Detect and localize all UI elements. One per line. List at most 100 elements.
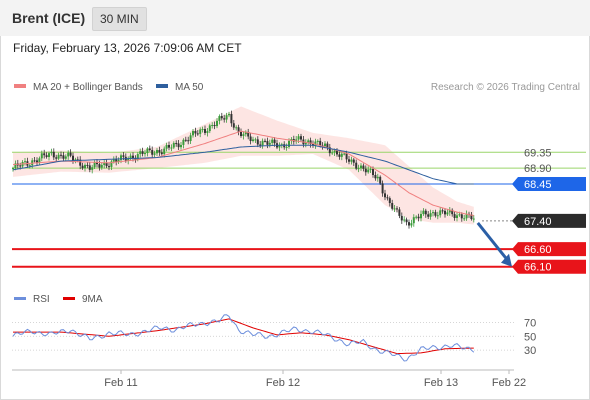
candle <box>175 140 178 147</box>
candle-body <box>324 143 326 147</box>
candle <box>364 165 367 176</box>
candle-body <box>338 154 341 157</box>
candle <box>232 119 235 130</box>
candle-body <box>180 144 182 148</box>
candle <box>384 189 386 201</box>
candle-body <box>62 155 65 159</box>
candle-body <box>429 213 432 217</box>
candle <box>158 146 161 156</box>
candle <box>228 111 230 118</box>
candle-body <box>242 134 245 136</box>
candle <box>424 208 427 218</box>
candle-body <box>453 214 456 218</box>
candle-body <box>434 212 437 216</box>
candle-body <box>408 222 410 226</box>
candle <box>194 127 197 137</box>
candle <box>285 143 288 151</box>
candle-body <box>230 113 233 124</box>
candle-body <box>424 210 427 215</box>
candle <box>204 125 206 136</box>
candle <box>129 153 132 161</box>
candle-body <box>187 140 190 142</box>
candle <box>189 132 192 144</box>
candle-body <box>120 155 122 161</box>
candle <box>391 199 394 211</box>
candle <box>148 145 151 152</box>
candle-body <box>220 116 223 119</box>
candle <box>100 162 103 170</box>
candle <box>379 175 382 185</box>
candle <box>177 139 180 150</box>
candle <box>110 159 113 171</box>
candle <box>316 139 319 145</box>
candle <box>139 148 142 158</box>
candle-body <box>386 197 389 199</box>
level-label-68-90: 68.90 <box>524 163 552 175</box>
x-tick-label: Feb 12 <box>266 377 300 389</box>
candle <box>60 151 62 159</box>
candle-body <box>170 147 173 149</box>
candle-body <box>249 136 252 142</box>
candle <box>264 138 266 143</box>
candle-body <box>223 118 226 120</box>
candle-body <box>427 214 430 217</box>
candle-body <box>12 168 14 170</box>
candle-body <box>96 162 98 165</box>
candle <box>146 147 149 157</box>
candle <box>338 150 341 160</box>
rsi-tick-label: 70 <box>524 317 536 329</box>
candle-body <box>369 169 372 171</box>
candle <box>208 123 211 134</box>
candle <box>81 162 84 170</box>
candle <box>93 160 96 170</box>
candle-body <box>326 143 329 148</box>
candle-body <box>64 156 67 159</box>
credit-text: Research © 2026 Trading Central <box>431 82 580 93</box>
candle-body <box>48 153 50 158</box>
candle-body <box>244 131 247 135</box>
candle <box>415 215 418 220</box>
candle <box>62 151 65 162</box>
candle-body <box>379 176 382 184</box>
candle-body <box>14 163 17 169</box>
candle-body <box>132 155 134 159</box>
rsi-tick-label: 50 <box>524 331 536 343</box>
candle <box>328 143 331 157</box>
candle-body <box>206 131 209 133</box>
candle <box>376 173 379 182</box>
candle-body <box>343 153 346 155</box>
price-tag-bg <box>512 242 586 257</box>
candle <box>362 163 365 172</box>
legend-label-rsi: RSI <box>33 294 50 305</box>
candle-body <box>398 209 401 216</box>
candle-body <box>285 146 288 148</box>
candle-body <box>304 142 307 145</box>
candle <box>420 210 422 222</box>
candle <box>201 126 204 133</box>
candle <box>211 122 214 129</box>
candle-body <box>400 215 403 221</box>
level-label-69-35: 69.35 <box>524 147 552 159</box>
candle-body <box>194 131 197 134</box>
price-tag-68-45: 68.45 <box>512 176 586 191</box>
candle-body <box>410 223 413 226</box>
candle <box>429 209 432 220</box>
candle-body <box>362 165 365 169</box>
candle-body <box>300 136 302 140</box>
candle <box>165 142 168 152</box>
candle <box>396 206 398 213</box>
candle-body <box>336 150 338 155</box>
candle-body <box>98 164 101 168</box>
candle <box>412 214 415 227</box>
candle-body <box>103 162 106 165</box>
candle-body <box>460 214 463 219</box>
candle-body <box>235 127 238 129</box>
timeframe-badge[interactable]: 30 MIN <box>92 7 147 31</box>
candle-body <box>175 143 178 145</box>
candle-body <box>307 140 310 143</box>
candle <box>410 219 413 228</box>
candle <box>33 156 36 163</box>
candle <box>220 112 223 121</box>
candle-body <box>141 151 144 154</box>
